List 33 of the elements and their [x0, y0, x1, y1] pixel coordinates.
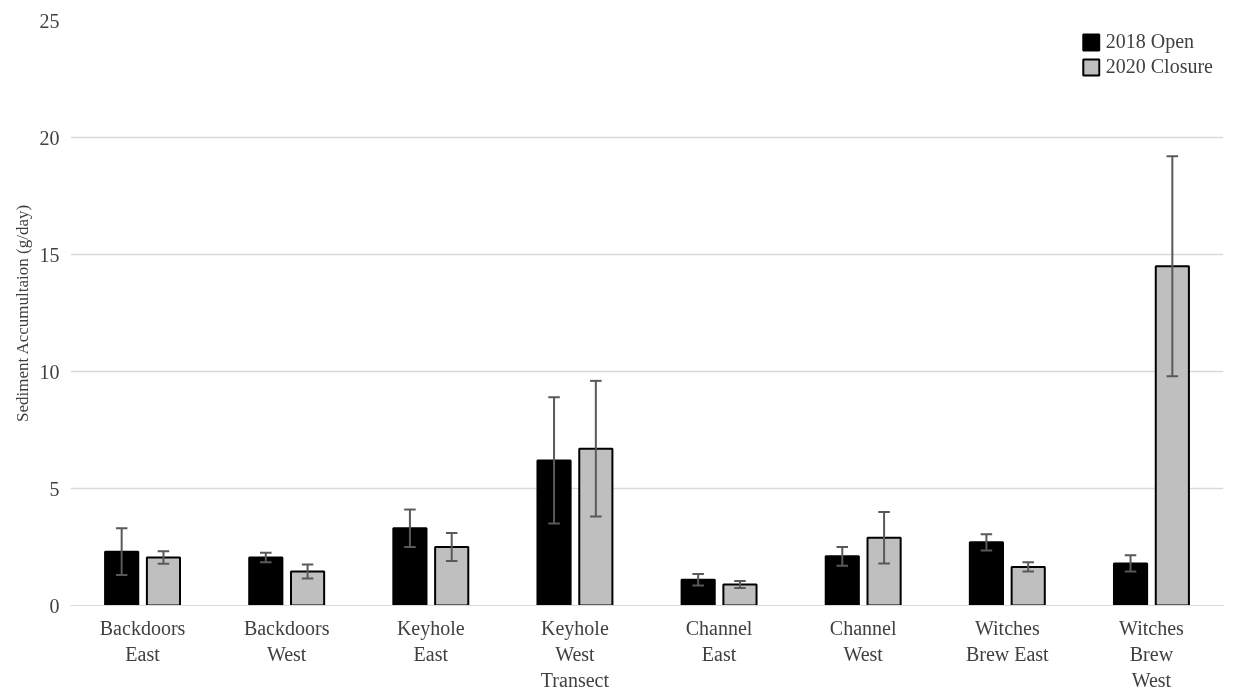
- x-tick-label: Keyhole West Transect: [540, 616, 610, 692]
- x-tick-label: Witches Brew East: [965, 616, 1050, 665]
- bar: [145, 556, 182, 606]
- bar: [866, 536, 902, 606]
- bar: [680, 578, 716, 606]
- x-tick-label: Channel East: [685, 616, 753, 665]
- bar: [578, 447, 614, 606]
- bar: [290, 570, 326, 606]
- x-tick-label: Keyhole East: [396, 616, 465, 665]
- y-tick-label: 25: [39, 9, 60, 32]
- x-tick-label: Backdoors East: [99, 616, 186, 665]
- y-tick-label: 15: [39, 243, 60, 266]
- x-tick-label: Witches Brew West: [1119, 616, 1185, 692]
- bar: [1112, 562, 1149, 606]
- bar: [248, 556, 284, 606]
- bar: [1154, 265, 1190, 606]
- bar: [824, 555, 860, 606]
- bar: [1010, 565, 1046, 606]
- bar: [536, 459, 572, 606]
- bar: [968, 541, 1004, 606]
- y-tick-label: 10: [39, 360, 60, 383]
- x-tick-label: Backdoors West: [243, 616, 330, 665]
- legend-label: 2020 Closure: [1105, 55, 1213, 78]
- bar: [104, 550, 140, 606]
- legend-label: 2018 Open: [1105, 30, 1195, 53]
- x-tick-label: Channel West: [829, 616, 897, 665]
- y-axis-title: Sediment Accumultaion (g/day): [12, 204, 32, 423]
- bar: [434, 546, 470, 606]
- y-tick-label: 5: [49, 477, 60, 500]
- y-tick-label: 20: [39, 126, 60, 149]
- bar: [392, 527, 428, 606]
- bar: [722, 583, 758, 606]
- y-tick-label: 0: [49, 594, 60, 617]
